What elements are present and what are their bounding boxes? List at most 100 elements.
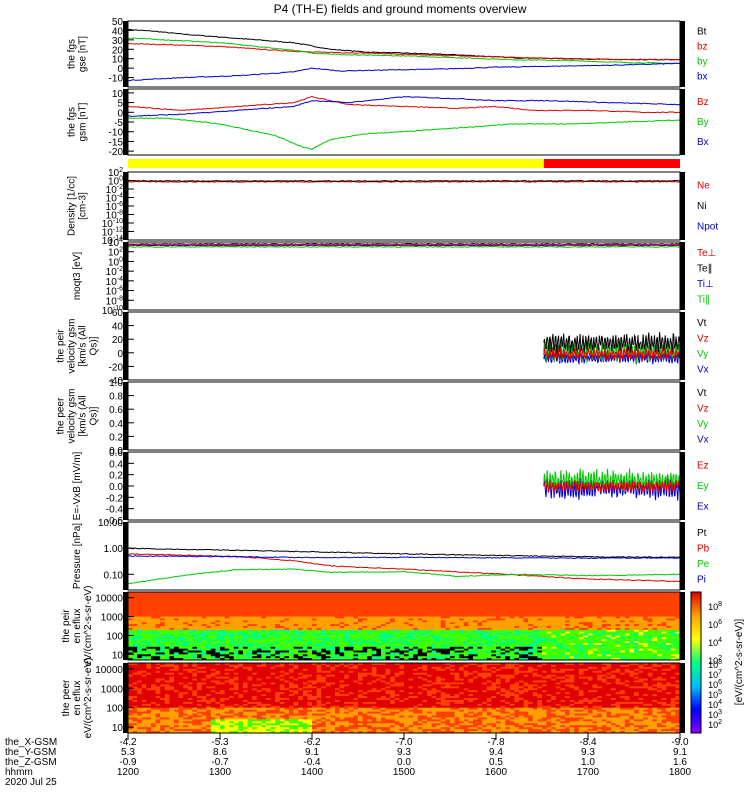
heatmap-cell: [164, 707, 170, 711]
heatmap-cell: [289, 631, 294, 634]
heatmap-cell: [220, 607, 225, 610]
heatmap-cell: [169, 639, 175, 642]
heatmap-cell: [169, 656, 175, 659]
heatmap-cell: [367, 629, 373, 633]
heatmap-cell: [233, 612, 239, 616]
heatmap-cell: [491, 629, 497, 633]
heatmap-cell: [160, 616, 166, 619]
heatmap-cell: [555, 631, 561, 634]
heatmap-cell: [284, 627, 290, 631]
heatmap-cell: [601, 631, 607, 634]
heatmap-cell: [427, 605, 432, 608]
heatmap-cell: [643, 603, 649, 606]
heatmap-cell: [243, 593, 248, 597]
heatmap-cell: [500, 616, 506, 619]
heatmap-cell: [376, 616, 382, 619]
heatmap-cell: [164, 629, 170, 633]
heatmap-cell: [413, 658, 419, 661]
heatmap-cell: [657, 609, 662, 612]
heatmap-cell: [325, 593, 331, 597]
y-tick-label: 10-6: [106, 286, 123, 298]
heatmap-cell: [399, 631, 405, 634]
heatmap-cell: [597, 626, 603, 629]
heatmap-cell: [417, 650, 423, 653]
heatmap-cell: [519, 644, 524, 648]
heatmap-cell: [261, 612, 267, 616]
heatmap-cell: [298, 626, 304, 629]
heatmap-cell: [169, 684, 175, 687]
heatmap-cell: [482, 631, 488, 634]
heatmap-cell: [339, 607, 345, 610]
heatmap-cell: [661, 593, 667, 597]
heatmap-cell: [399, 595, 405, 599]
heatmap-cell: [436, 652, 442, 655]
heatmap-cell: [436, 618, 442, 621]
heatmap-cell: [275, 650, 281, 653]
heatmap-cell: [371, 610, 377, 614]
heatmap-cell: [431, 595, 437, 599]
heatmap-cell: [284, 597, 290, 600]
heatmap-cell: [496, 646, 501, 650]
heatmap-cell: [381, 633, 386, 636]
heatmap-cell: [445, 641, 451, 644]
heatmap-cell: [505, 607, 511, 610]
heatmap-cell: [330, 658, 336, 661]
heatmap-cell: [385, 597, 391, 600]
heatmap-cell: [137, 610, 143, 614]
heatmap-cell: [491, 633, 497, 636]
heatmap-cell: [459, 592, 465, 595]
heatmap-cell: [675, 629, 681, 633]
heatmap-cell: [592, 652, 598, 655]
heatmap-cell: [436, 599, 442, 602]
heatmap-cell: [353, 644, 359, 648]
heatmap-cell: [206, 605, 212, 608]
heatmap-cell: [445, 635, 451, 638]
heatmap-cell: [128, 692, 133, 695]
heatmap-cell: [344, 614, 350, 617]
heatmap-cell: [427, 650, 432, 653]
heatmap-cell: [243, 635, 248, 638]
heatmap-cell: [141, 633, 147, 636]
heatmap-cell: [657, 624, 662, 627]
heatmap-cell: [468, 593, 474, 597]
heatmap-cell: [638, 654, 644, 657]
heatmap-cell: [565, 593, 570, 597]
heatmap-cell: [532, 605, 538, 608]
heatmap-cell: [546, 639, 552, 642]
y-tick-label: 10: [112, 55, 124, 66]
heatmap-cell: [298, 620, 304, 623]
heatmap-cell: [215, 592, 221, 595]
heatmap-cell: [542, 592, 547, 595]
heatmap-cell: [404, 633, 409, 636]
heatmap-cell: [440, 635, 446, 638]
heatmap-cell: [279, 609, 285, 612]
heatmap-cell: [151, 599, 156, 602]
heatmap-cell: [647, 626, 653, 629]
heatmap-cell: [404, 644, 409, 648]
heatmap-cell: [183, 597, 189, 600]
heatmap-cell: [390, 607, 396, 610]
heatmap-cell: [427, 631, 432, 634]
heatmap-cell: [413, 644, 419, 648]
heatmap-cell: [468, 620, 474, 623]
heatmap-cell: [666, 637, 672, 640]
heatmap-cell: [486, 597, 492, 600]
heatmap-cell: [652, 620, 658, 623]
heatmap-cell: [482, 605, 488, 608]
heatmap-cell: [546, 612, 552, 616]
heatmap-cell: [445, 652, 451, 655]
heatmap-cell: [611, 641, 616, 644]
heatmap-cell: [606, 607, 612, 610]
heatmap-cell: [151, 676, 156, 679]
heatmap-cell: [298, 637, 304, 640]
heatmap-cell: [652, 637, 658, 640]
heatmap-cell: [174, 705, 179, 709]
heatmap-cell: [417, 592, 423, 595]
heatmap-cell: [588, 599, 593, 602]
heatmap-cell: [661, 609, 667, 612]
heatmap-cell: [128, 620, 133, 623]
heatmap-cell: [233, 627, 239, 631]
heatmap-cell: [390, 599, 396, 602]
heatmap-cell: [367, 607, 373, 610]
heatmap-cell: [427, 626, 432, 629]
